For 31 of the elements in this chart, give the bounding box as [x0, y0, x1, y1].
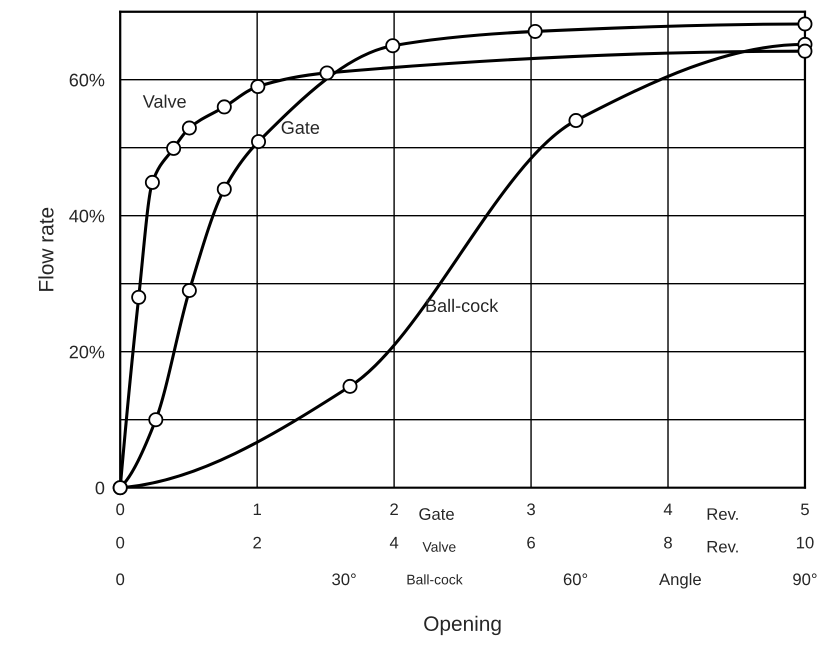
text: Valve	[422, 542, 456, 552]
x-tick-label: 5	[800, 504, 809, 516]
x2-tick-label: 8	[664, 536, 672, 549]
text: Rev.	[708, 508, 738, 520]
x-tick-label: 4	[664, 504, 672, 516]
text: 0	[116, 573, 124, 586]
x2-tick-label: 0	[116, 536, 124, 549]
x-tick-label: 3	[527, 503, 535, 516]
text: 90°	[793, 573, 817, 586]
text: 60°	[564, 573, 588, 586]
y-tick-label: 40%	[69, 210, 104, 222]
text: Rev.	[708, 540, 738, 553]
text: Gate	[419, 508, 454, 520]
x-tick-label: 1	[254, 504, 261, 516]
x2-tick-label: 6	[527, 536, 535, 549]
series-label: Gate	[282, 121, 320, 134]
x-tick-label: 2	[390, 503, 398, 516]
y-tick-label: 20%	[70, 346, 104, 358]
text: Angle	[659, 572, 701, 589]
x2-tick-label: 10	[796, 536, 814, 549]
x-tick-label: 0	[116, 503, 124, 516]
x2-tick-label: 4	[390, 536, 398, 548]
text: Ball-cock	[407, 574, 463, 584]
y-tick-label: 0	[96, 482, 104, 494]
x-axis-title: Opening	[424, 616, 501, 636]
text: 30°	[332, 573, 356, 586]
y-axis-title: Flow rate	[38, 208, 54, 291]
series-label: Valve	[142, 94, 186, 108]
y-tick-label: 60%	[70, 74, 104, 86]
x2-tick-label: 2	[253, 536, 261, 548]
series-label: Ball-cock	[426, 298, 498, 312]
